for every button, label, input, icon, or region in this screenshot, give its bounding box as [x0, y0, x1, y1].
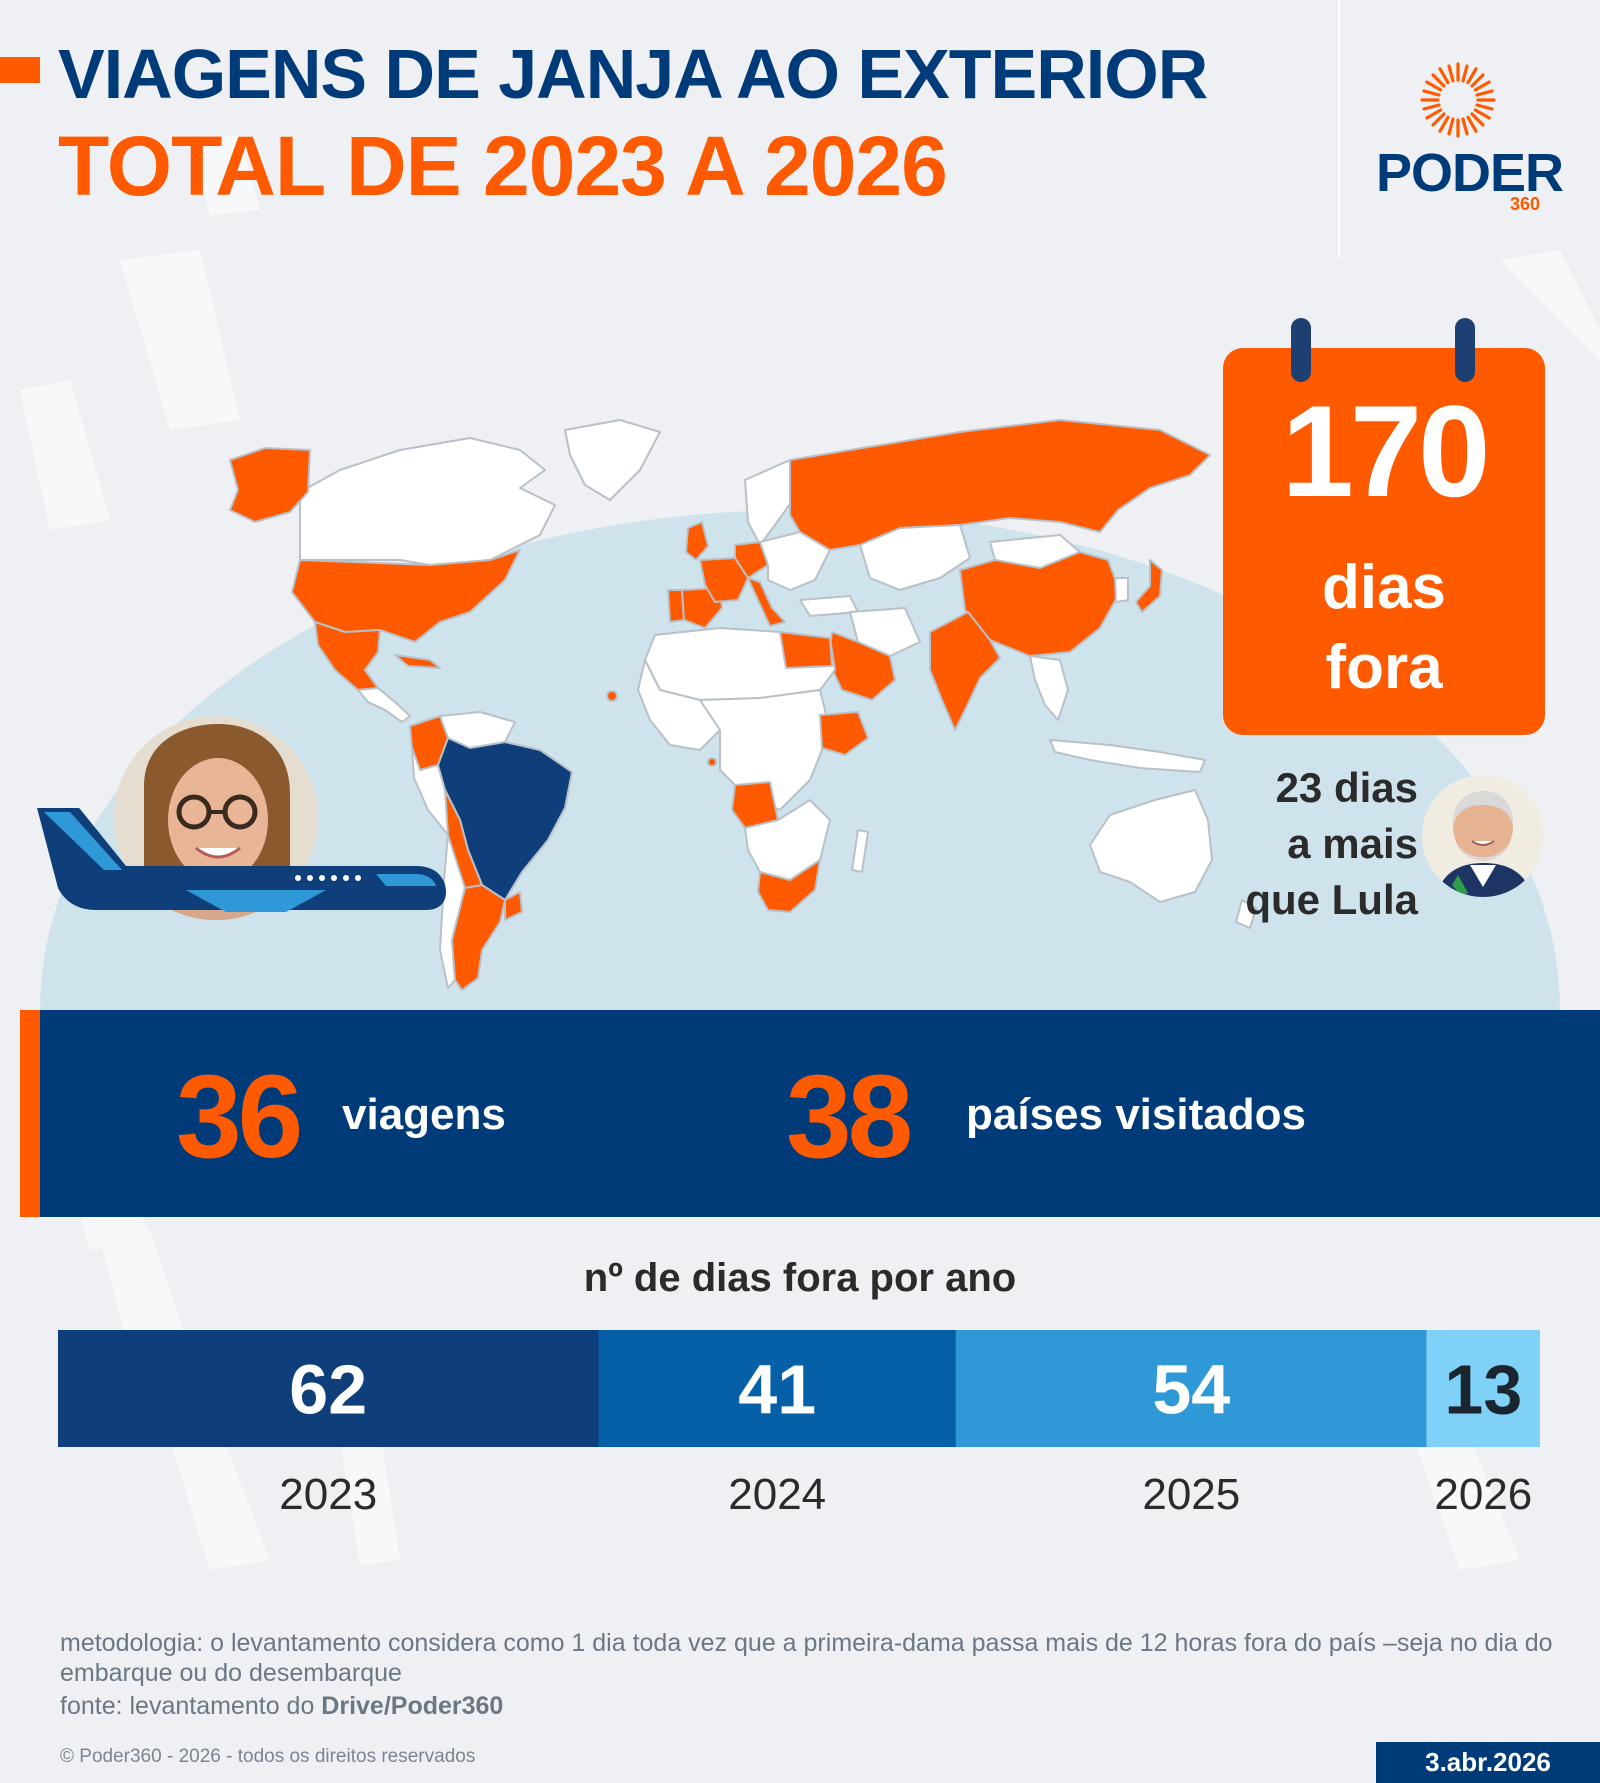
country-mexico	[314, 621, 381, 691]
year-tick-label: 2023	[279, 1470, 377, 1519]
calendar-ring-icon	[1455, 318, 1475, 382]
methodology-note: metodologia: o levantamento considera co…	[60, 1629, 1553, 1687]
lula-comparison-note: 23 dias a mais que Lula	[1190, 760, 1418, 928]
source-note: fonte: levantamento do Drive/Poder360	[60, 1692, 503, 1721]
country-argentina	[451, 884, 506, 991]
year-tick-label: 2024	[728, 1470, 826, 1519]
country-madagascar	[851, 829, 869, 873]
bar-value-label: 41	[738, 1351, 816, 1429]
year-tick-label: 2026	[1434, 1470, 1532, 1519]
country-central-africa	[699, 689, 831, 811]
bar-value-label: 13	[1444, 1351, 1522, 1429]
country-korea	[1114, 577, 1129, 603]
bar-value-label: 62	[289, 1351, 367, 1429]
days-per-year-bar-chart: 62 2023 41 2024 54 2025 13 2026	[58, 1330, 1540, 1519]
country-india	[929, 611, 1001, 731]
country-uk	[685, 521, 709, 561]
airplane-icon	[37, 808, 446, 912]
country-sao-tome	[707, 757, 717, 767]
country-west-africa	[637, 659, 721, 751]
logo-number: 360	[1509, 194, 1540, 214]
days-abroad-calendar: 170 dias fora	[1223, 318, 1545, 735]
bar-value-label: 54	[1152, 1351, 1230, 1429]
year-tick-label: 2025	[1142, 1470, 1240, 1519]
summary-stats-band	[20, 1010, 1600, 1217]
country-germany	[734, 541, 769, 579]
lula-portrait	[1422, 775, 1544, 897]
country-central-asia	[859, 524, 971, 591]
country-ethiopia	[819, 711, 869, 756]
chart-title: nº de dias fora por ano	[583, 1256, 1017, 1300]
days-abroad-total: 170	[1281, 378, 1491, 524]
trips-count: 36	[176, 1051, 303, 1183]
lula-note-line1: 23 dias	[1275, 764, 1418, 811]
trips-label: viagens	[342, 1090, 506, 1139]
summary-accent-bar	[20, 1010, 40, 1217]
country-south-africa	[757, 859, 821, 913]
countries-label: países visitados	[966, 1090, 1306, 1139]
bar-2024	[598, 1330, 956, 1447]
days-abroad-unit: dias fora	[1223, 548, 1545, 708]
page-title: VIAGENS DE JANJA AO EXTERIOR	[58, 35, 1208, 113]
country-cape-verde	[606, 690, 618, 702]
country-italy	[747, 577, 786, 627]
days-abroad-unit-line1: dias	[1321, 553, 1447, 622]
calendar-body	[1223, 348, 1545, 735]
calendar-ring-icon	[1291, 318, 1311, 382]
lula-portrait-illustration	[1422, 775, 1544, 897]
page-subtitle: TOTAL DE 2023 A 2026	[58, 119, 948, 213]
poder360-logo: PODER 360	[1370, 60, 1564, 220]
country-southeast-asia	[1029, 655, 1069, 721]
lula-note-line2: a mais	[1287, 820, 1418, 867]
country-new-zealand	[1235, 899, 1257, 929]
copyright-note: © Poder360 - 2026 - todos os direitos re…	[60, 1746, 476, 1767]
logo-wordmark: PODER	[1376, 143, 1564, 203]
country-indonesia	[1049, 739, 1206, 773]
header-divider	[1338, 0, 1340, 258]
country-greenland	[564, 419, 661, 501]
country-canada	[299, 437, 556, 566]
country-usa-alaska	[229, 447, 311, 523]
bar-2026	[1426, 1330, 1540, 1447]
sun-icon	[1420, 62, 1496, 138]
days-abroad-unit-line2: fora	[1325, 633, 1443, 702]
bar-2023	[58, 1330, 599, 1447]
bar-2025	[955, 1330, 1427, 1447]
country-iran-iraq	[849, 607, 921, 657]
country-russia	[789, 419, 1211, 551]
title-accent-bar	[0, 57, 40, 83]
publication-date-badge: 3.abr.2026	[1376, 1742, 1600, 1783]
country-egypt	[779, 631, 833, 669]
country-central-america	[357, 687, 411, 723]
source-name: Drive/Poder360	[321, 1692, 504, 1720]
source-prefix: fonte: levantamento do	[60, 1692, 322, 1720]
country-uruguay	[504, 891, 523, 921]
lula-note-line3: que Lula	[1245, 876, 1418, 923]
country-japan	[1135, 559, 1163, 613]
countries-count: 38	[786, 1051, 913, 1183]
country-australia	[1089, 789, 1213, 903]
country-cuba	[394, 654, 441, 669]
